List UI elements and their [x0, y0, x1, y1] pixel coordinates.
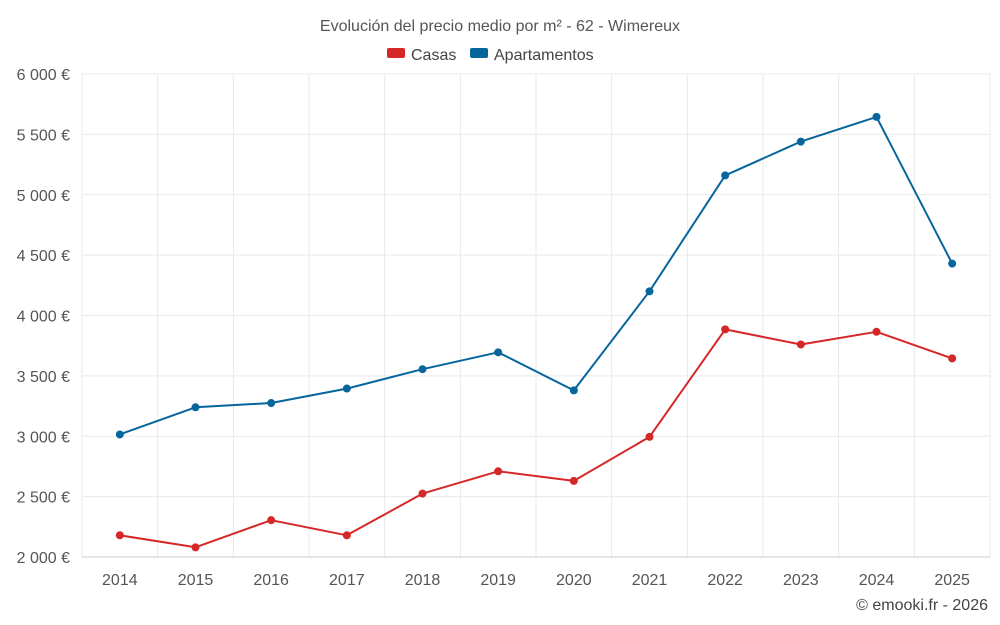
x-tick-label: 2015: [178, 572, 214, 589]
x-tick-label: 2020: [556, 572, 592, 589]
x-tick-label: 2022: [707, 572, 743, 589]
y-tick-label: 4 000 €: [17, 309, 70, 326]
data-point-casas[interactable]: [948, 354, 957, 363]
y-axis: 2 000 € 2 500 € 3 000 € 3 500 € 4 000 € 4 500…: [17, 67, 70, 567]
data-point-casas[interactable]: [645, 432, 654, 441]
data-point-apartamentos[interactable]: [872, 112, 881, 121]
data-point-apartamentos[interactable]: [342, 384, 351, 393]
chart-title: Evolución del precio medio por m² - 62 -…: [320, 18, 680, 35]
data-point-apartamentos[interactable]: [418, 365, 427, 374]
data-point-apartamentos[interactable]: [191, 403, 200, 412]
y-tick-label: 5 500 €: [17, 127, 70, 144]
y-tick-label: 6 000 €: [17, 67, 70, 84]
data-point-apartamentos[interactable]: [569, 386, 578, 395]
data-point-apartamentos[interactable]: [115, 430, 124, 439]
data-point-apartamentos[interactable]: [494, 348, 503, 357]
x-tick-label: 2021: [632, 572, 668, 589]
data-point-casas[interactable]: [721, 325, 730, 334]
credit-text: © emooki.fr - 2026: [856, 597, 988, 614]
x-tick-label: 2025: [934, 572, 970, 589]
data-point-apartamentos[interactable]: [796, 137, 805, 146]
series-group: [115, 112, 957, 552]
x-tick-label: 2019: [480, 572, 516, 589]
x-tick-label: 2024: [859, 572, 895, 589]
data-point-apartamentos[interactable]: [721, 171, 730, 180]
data-point-casas[interactable]: [494, 467, 503, 476]
y-tick-label: 4 500 €: [17, 248, 70, 265]
data-point-casas[interactable]: [418, 489, 427, 498]
x-tick-label: 2018: [405, 572, 441, 589]
legend-label-apartamentos[interactable]: Apartamentos: [494, 47, 594, 64]
grid: [81, 73, 991, 558]
data-point-apartamentos[interactable]: [948, 259, 957, 268]
y-tick-label: 5 000 €: [17, 188, 70, 205]
data-point-casas[interactable]: [267, 516, 276, 525]
x-tick-label: 2014: [102, 572, 138, 589]
legend-swatch-casas: [387, 48, 405, 58]
series-line-apartamentos: [119, 115, 954, 436]
x-tick-label: 2023: [783, 572, 819, 589]
data-point-casas[interactable]: [191, 543, 200, 552]
data-point-apartamentos[interactable]: [267, 399, 276, 408]
legend: Casas Apartamentos: [387, 47, 594, 64]
x-axis: 2014 2015 2016 2017 2018 2019 2020 2021 2022 2023…: [102, 572, 970, 589]
y-tick-label: 3 500 €: [17, 369, 70, 386]
y-tick-label: 2 500 €: [17, 490, 70, 507]
series-line-casas: [119, 328, 953, 549]
data-point-casas[interactable]: [872, 327, 881, 336]
legend-label-casas[interactable]: Casas: [411, 47, 456, 64]
y-tick-label: 2 000 €: [17, 550, 70, 567]
data-point-casas[interactable]: [569, 476, 578, 485]
x-tick-label: 2017: [329, 572, 365, 589]
legend-swatch-apartamentos: [470, 48, 488, 58]
x-tick-label: 2016: [253, 572, 289, 589]
data-point-casas[interactable]: [342, 531, 351, 540]
data-point-casas[interactable]: [796, 340, 805, 349]
data-point-casas[interactable]: [115, 531, 124, 540]
y-tick-label: 3 000 €: [17, 429, 70, 446]
data-point-apartamentos[interactable]: [645, 287, 654, 296]
